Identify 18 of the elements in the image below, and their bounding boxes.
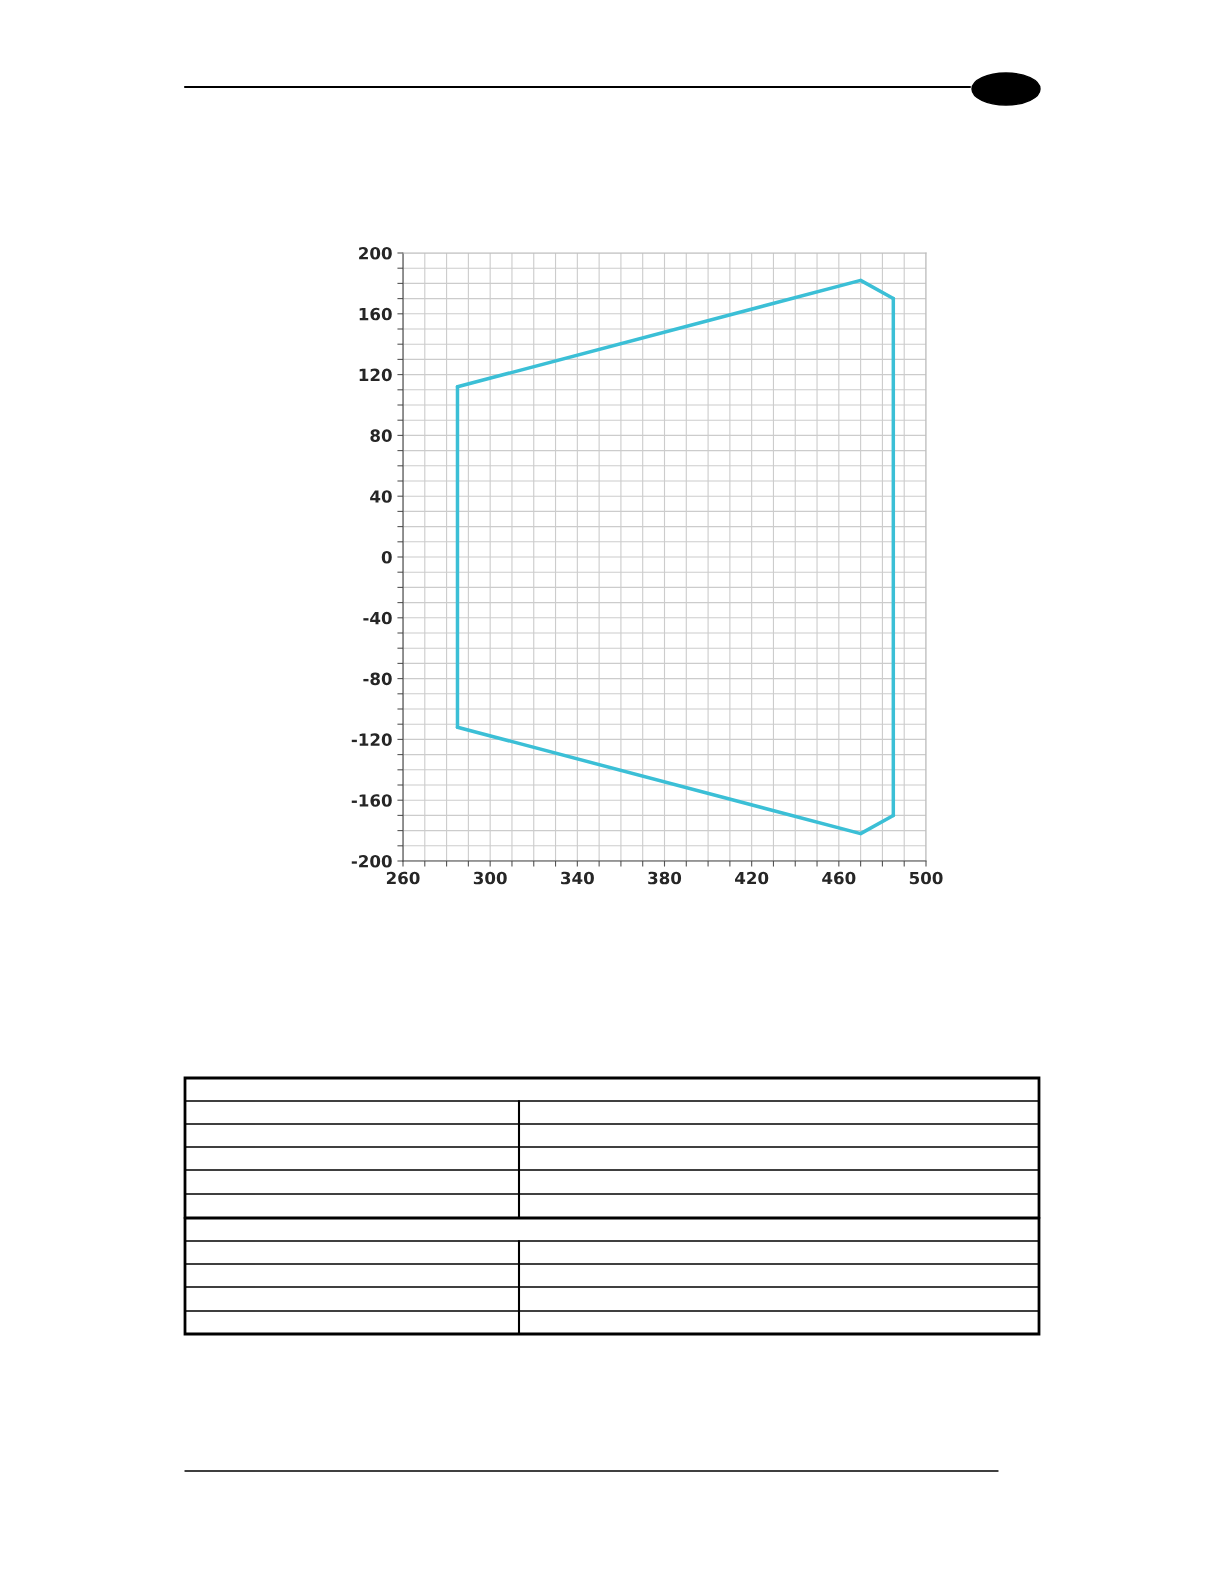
x-tick-label: 260	[386, 871, 420, 885]
y-tick-label: -200	[351, 854, 392, 868]
x-tick-label: 460	[822, 871, 856, 885]
x-tick-label: 300	[473, 871, 507, 885]
y-tick-label: -160	[351, 794, 392, 807]
y-tick-label: 200	[359, 246, 392, 260]
y-tick-label: 80	[370, 429, 392, 442]
y-tick-label: 160	[359, 307, 392, 321]
y-tick-label: 40	[370, 490, 392, 503]
y-tick-label: 0	[381, 550, 392, 564]
x-tick-label: 500	[909, 871, 943, 885]
y-tick-label: 120	[359, 368, 392, 382]
x-tick-label: 380	[648, 871, 682, 885]
y-tick-label: -40	[363, 611, 392, 625]
y-tick-label: -80	[363, 672, 392, 686]
x-tick-label: 340	[561, 871, 594, 885]
x-tick-label: 420	[735, 871, 769, 885]
y-tick-label: -120	[351, 733, 392, 746]
